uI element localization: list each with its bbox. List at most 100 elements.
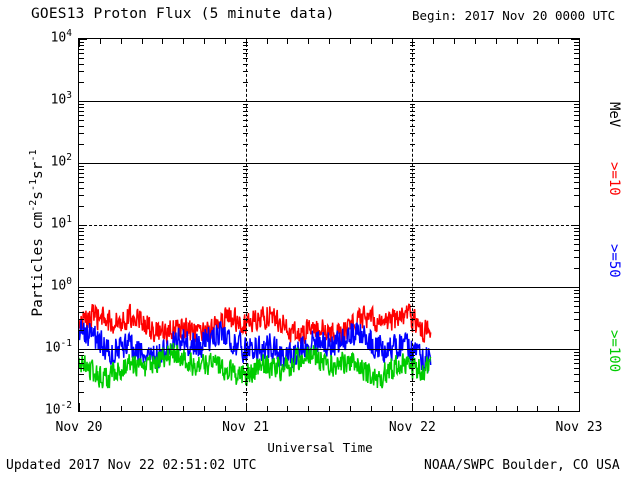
y-tick-minor xyxy=(574,373,579,375)
interior-tick-minor xyxy=(409,57,415,59)
x-tick-major-day-0 xyxy=(79,39,80,47)
y-tick-label-10e-1: 10-1 xyxy=(44,338,72,356)
interior-tick-minor xyxy=(243,169,249,170)
x-tick-major-day-3 xyxy=(579,39,580,47)
right-label-mev: MeV xyxy=(606,102,622,128)
x-tick-minor xyxy=(308,39,310,44)
interior-tick-minor xyxy=(409,144,415,146)
interior-tick-minor xyxy=(243,257,249,259)
interior-tick-minor xyxy=(409,169,415,170)
y-tick-minor xyxy=(574,367,579,369)
x-tick-minor xyxy=(370,39,372,44)
y-tick-major-right-10e4 xyxy=(571,39,579,40)
x-tick-minor xyxy=(204,39,205,44)
y-tick-minor xyxy=(79,296,84,298)
y-tick-minor xyxy=(79,172,84,174)
x-tick-minor xyxy=(162,406,164,411)
y-tick-minor xyxy=(79,249,84,251)
x-tick-minor xyxy=(224,406,226,411)
interior-tick-minor xyxy=(243,110,249,112)
y-tick-minor xyxy=(79,362,84,364)
y-tick-minor xyxy=(574,362,579,364)
interior-tick-minor xyxy=(409,181,415,183)
gridline-vertical-day-1 xyxy=(245,39,247,411)
x-tick-major-day-1 xyxy=(245,39,247,47)
interior-tick-minor xyxy=(409,195,415,197)
x-tick-minor xyxy=(454,39,455,44)
x-tick-minor xyxy=(287,39,289,44)
y-tick-major-10e0 xyxy=(79,287,87,288)
x-tick-minor xyxy=(495,39,497,44)
x-axis-title: Universal Time xyxy=(267,440,373,455)
x-tick-minor xyxy=(120,39,122,44)
interior-tick-minor xyxy=(243,48,249,50)
interior-tick-minor xyxy=(409,392,415,394)
y-tick-minor xyxy=(79,119,84,121)
x-tick-minor xyxy=(537,406,539,411)
y-tick-minor xyxy=(79,330,84,332)
y-tick-label-10e2: 102 xyxy=(50,152,72,170)
interior-tick-minor xyxy=(243,231,249,232)
x-tick-minor xyxy=(141,39,143,44)
y-tick-minor xyxy=(79,82,84,84)
interior-tick-minor xyxy=(409,319,415,321)
interior-tick-minor xyxy=(243,52,249,54)
y-tick-minor xyxy=(79,305,84,307)
interior-tick-minor xyxy=(409,119,415,121)
interior-tick-minor xyxy=(409,187,415,189)
x-tick-minor xyxy=(558,39,560,44)
interior-tick-minor xyxy=(243,114,249,116)
right-label-ge100: >=100 xyxy=(606,330,622,373)
x-tick-minor xyxy=(433,406,435,411)
interior-tick-minor xyxy=(409,311,415,313)
interior-tick-minor xyxy=(409,82,415,84)
interior-tick-minor xyxy=(409,103,415,105)
x-tick-label-nov-20: Nov 20 xyxy=(55,420,103,435)
y-tick-minor xyxy=(574,169,579,170)
y-tick-minor xyxy=(79,133,84,135)
y-tick-minor xyxy=(79,381,84,383)
y-tick-minor xyxy=(79,257,84,259)
interior-tick-minor xyxy=(409,381,415,383)
interior-tick-minor xyxy=(243,165,249,167)
x-tick-major-day-0 xyxy=(79,403,80,411)
begin-time-label: Begin: 2017 Nov 20 0000 UTC xyxy=(412,8,616,23)
y-tick-minor xyxy=(574,381,579,383)
interior-tick-minor xyxy=(243,362,249,364)
y-tick-minor xyxy=(574,305,579,307)
interior-tick-minor xyxy=(409,133,415,135)
y-tick-minor xyxy=(79,268,84,270)
gridline-vertical-day-2 xyxy=(412,39,414,411)
interior-tick-minor xyxy=(243,367,249,369)
interior-tick-minor xyxy=(409,71,415,73)
y-tick-minor xyxy=(79,144,84,146)
x-tick-minor xyxy=(204,406,205,411)
y-tick-minor xyxy=(574,176,579,178)
trace--100-mev xyxy=(79,342,432,389)
interior-tick-minor xyxy=(409,300,415,302)
interior-tick-minor xyxy=(409,234,415,236)
interior-tick-minor xyxy=(243,373,249,375)
y-tick-minor xyxy=(79,125,84,127)
y-tick-minor xyxy=(79,300,84,302)
interior-tick-minor xyxy=(243,176,249,178)
y-tick-major-10e-2 xyxy=(79,411,87,412)
y-tick-minor xyxy=(79,57,84,59)
x-tick-minor xyxy=(162,39,164,44)
interior-tick-minor xyxy=(409,373,415,375)
y-tick-minor xyxy=(79,169,84,170)
interior-tick-minor xyxy=(409,231,415,232)
x-tick-minor xyxy=(558,406,560,411)
y-tick-minor xyxy=(574,144,579,146)
y-tick-minor xyxy=(79,289,84,291)
y-tick-minor xyxy=(574,268,579,270)
y-tick-minor xyxy=(79,187,84,189)
interior-tick-minor xyxy=(409,296,415,298)
interior-tick-minor xyxy=(243,268,249,270)
y-tick-minor xyxy=(79,367,84,369)
y-tick-major-right-10e-2 xyxy=(571,411,579,412)
x-tick-minor xyxy=(454,406,455,411)
interior-tick-minor xyxy=(409,110,415,112)
y-tick-minor xyxy=(574,82,579,84)
interior-tick-minor xyxy=(409,289,415,291)
